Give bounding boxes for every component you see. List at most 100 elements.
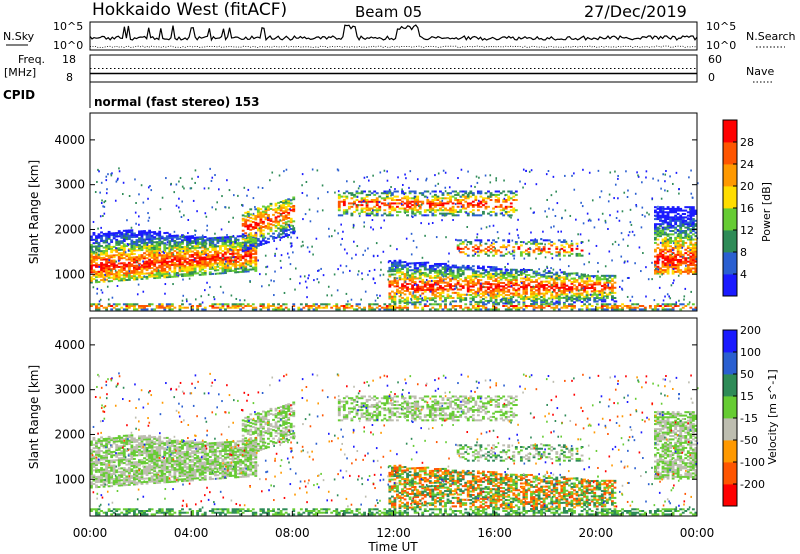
- power-cell: [487, 190, 490, 193]
- power-cell: [431, 264, 435, 267]
- power-cell: [388, 202, 392, 205]
- power-cell: [396, 210, 399, 213]
- power-cell: [264, 306, 268, 309]
- power-cell: [449, 308, 452, 311]
- power-cell: [525, 287, 528, 290]
- power-cell: [287, 213, 291, 216]
- power-cell: [557, 251, 561, 254]
- power-cell: [345, 304, 349, 307]
- power-cell: [600, 300, 604, 303]
- power-cell: [513, 257, 515, 260]
- power-cell: [575, 280, 579, 283]
- power-cell: [593, 290, 597, 293]
- power-cell: [532, 302, 536, 305]
- power-cell: [411, 272, 415, 275]
- power-cell: [175, 236, 179, 239]
- power-cell: [143, 242, 146, 245]
- power-cell: [620, 232, 623, 235]
- power-cell: [363, 190, 366, 193]
- power-cell: [122, 229, 126, 232]
- power-cell: [512, 246, 516, 249]
- power-cell: [173, 261, 177, 264]
- power-cell: [218, 245, 222, 248]
- power-cell: [676, 265, 680, 268]
- power-cell: [439, 279, 442, 282]
- power-cell: [527, 274, 531, 277]
- power-cell: [456, 304, 460, 307]
- power-cell: [439, 212, 442, 215]
- power-cell: [254, 240, 258, 243]
- power-cell: [188, 303, 192, 306]
- power-cell: [439, 264, 442, 267]
- power-cell: [178, 263, 182, 266]
- power-cell: [654, 215, 657, 218]
- power-cell: [471, 246, 475, 249]
- power-cell: [304, 303, 308, 306]
- power-cell: [267, 241, 270, 244]
- power-cell: [299, 282, 301, 285]
- power-cell: [100, 256, 103, 259]
- power-cell: [681, 306, 685, 309]
- power-cell: [104, 273, 106, 276]
- power-cell: [163, 308, 167, 311]
- power-cell: [183, 256, 187, 259]
- power-cell: [168, 243, 172, 246]
- power-cell: [514, 280, 518, 283]
- power-cell: [102, 280, 106, 283]
- power-cell: [512, 292, 516, 295]
- power-cell: [288, 224, 290, 227]
- power-cell: [393, 300, 397, 303]
- power-cell: [90, 238, 93, 241]
- power-cell: [221, 267, 225, 270]
- power-cell: [613, 291, 617, 294]
- power-cell: [138, 257, 141, 260]
- power-cell: [502, 207, 506, 210]
- power-cell: [408, 197, 412, 200]
- power-cell: [292, 198, 296, 201]
- power-cell: [412, 291, 415, 294]
- power-cell: [676, 250, 680, 253]
- power-cell: [494, 285, 498, 288]
- power-cell: [122, 238, 126, 241]
- power-cell: [423, 210, 427, 213]
- power-cell: [229, 242, 232, 245]
- power-cell: [390, 265, 394, 268]
- power-cell: [206, 264, 210, 267]
- power-cell: [431, 286, 435, 289]
- power-cell: [416, 299, 420, 302]
- power-cell: [188, 272, 192, 275]
- power-cell: [117, 279, 121, 282]
- power-cell: [565, 276, 569, 279]
- power-cell: [312, 304, 316, 307]
- power-cell: [459, 242, 463, 245]
- power-cell: [127, 231, 131, 234]
- power-cell: [408, 288, 412, 291]
- power-cell: [479, 242, 482, 245]
- power-cell: [193, 246, 197, 249]
- power-cell: [388, 214, 392, 217]
- power-cell: [153, 231, 157, 234]
- power-cell: [679, 238, 683, 241]
- power-cell: [213, 254, 217, 257]
- power-cell: [259, 214, 263, 217]
- power-cell: [158, 251, 161, 254]
- power-cell: [568, 304, 571, 307]
- power-cell: [560, 293, 564, 296]
- power-cell: [487, 291, 490, 294]
- power-cell: [251, 221, 255, 224]
- power-cell: [547, 304, 551, 307]
- power-cell: [544, 256, 547, 259]
- power-cell: [471, 205, 475, 208]
- power-cell: [471, 278, 475, 281]
- power-cell: [107, 261, 111, 264]
- power-cell: [145, 250, 149, 253]
- power-cell: [504, 290, 508, 293]
- power-cell: [368, 304, 372, 307]
- power-cell: [540, 248, 543, 251]
- power-cell: [444, 202, 447, 205]
- power-cell: [595, 290, 599, 293]
- power-cell: [484, 281, 488, 284]
- power-cell: [487, 299, 490, 302]
- power-cell: [163, 269, 167, 272]
- power-cell: [256, 227, 260, 230]
